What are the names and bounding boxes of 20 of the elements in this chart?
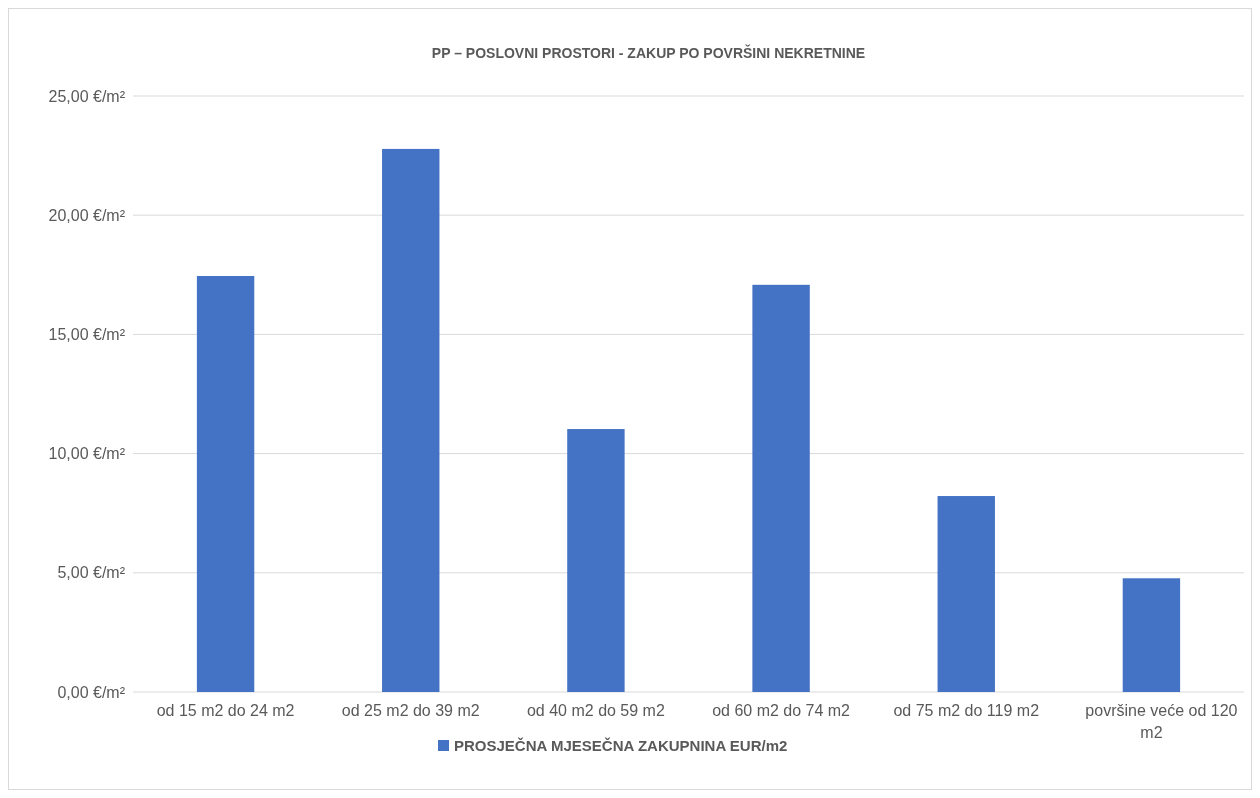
x-tick-label: od 75 m2 do 119 m2: [893, 702, 1040, 719]
bar: [937, 496, 995, 692]
chart-title: PP – POSLOVNI PROSTORI - ZAKUP PO POVRŠINI NEKRETNINE: [431, 44, 866, 61]
bar: [567, 429, 625, 692]
y-tick-label: 20,00 €/m²: [48, 206, 126, 224]
bar: [752, 284, 810, 692]
legend-label: PROSJEČNA MJESEČNA ZAKUPNINA EUR/m2: [454, 737, 788, 754]
bar: [1122, 578, 1181, 692]
x-tick-label: od 15 m2 do 24 m2: [156, 702, 295, 719]
y-tick-label: 25,00 €/m²: [48, 87, 126, 105]
y-tick-label: 10,00 €/m²: [48, 445, 126, 463]
y-tick-label: 5,00 €/m²: [57, 564, 126, 582]
bar: [382, 148, 440, 692]
x-tick-label: površine veće od 120 m2: [1085, 702, 1238, 741]
y-tick-label: 15,00 €/m²: [48, 326, 126, 343]
y-tick-label: 0,00 €/m²: [57, 683, 126, 701]
bar: [196, 275, 255, 692]
x-tick-label: od 25 m2 do 39 m2: [341, 702, 480, 719]
x-tick-label: od 60 m2 do 74 m2: [712, 702, 851, 719]
x-tick-label: od 40 m2 do 59 m2: [526, 702, 665, 719]
